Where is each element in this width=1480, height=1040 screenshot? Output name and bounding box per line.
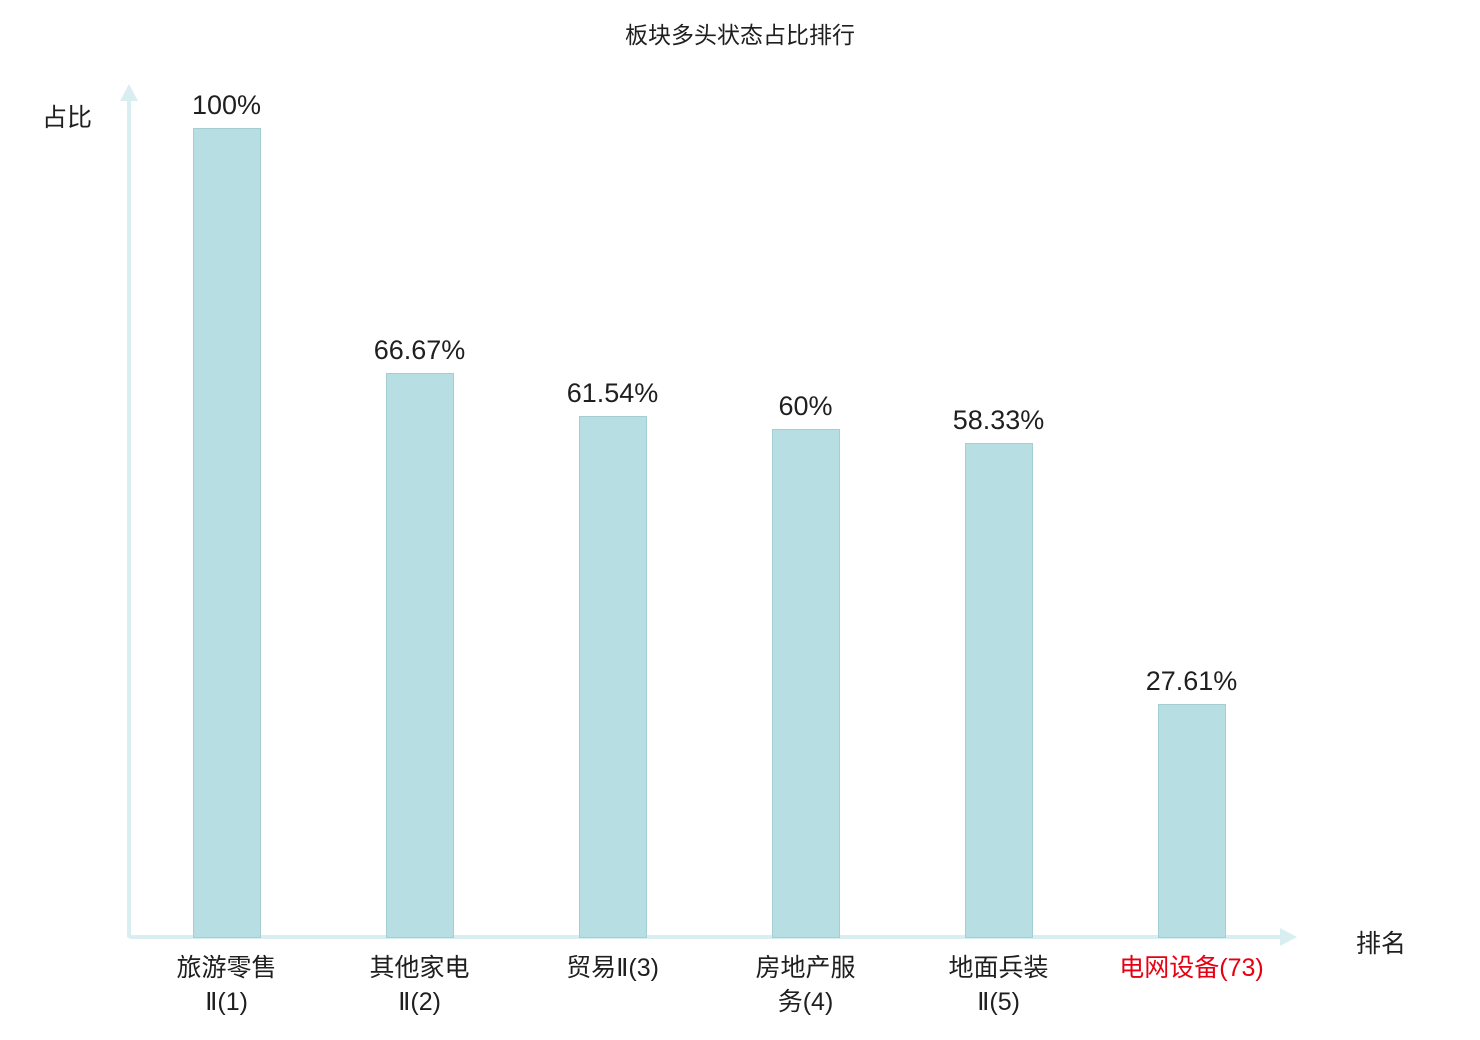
bar	[192, 128, 261, 938]
x-axis-label: 排名	[1356, 930, 1407, 958]
chart-title: 板块多头状态占比排行	[625, 22, 855, 48]
bar-column: 58.33%	[902, 90, 1095, 938]
bar-column: 27.61%	[1095, 90, 1288, 938]
category-label: 贸易Ⅱ(3)	[566, 954, 659, 982]
category-label: 电网设备(73)	[1119, 954, 1264, 982]
bar-column: 66.67%	[323, 90, 516, 938]
bar-column: 60%	[709, 90, 902, 938]
x-axis-arrow-right-icon	[1280, 928, 1297, 946]
y-axis-label: 占比	[42, 104, 93, 132]
y-axis-arrow-up-icon	[120, 84, 138, 101]
bar-value-label: 100%	[191, 90, 262, 120]
bar-value-label: 61.54%	[566, 378, 659, 409]
bar	[1157, 703, 1226, 938]
bar-column: 61.54%	[516, 90, 709, 938]
bars-plot-area: 100% 66.67% 61.54% 60% 58.33% 27.61%	[130, 90, 1288, 938]
category-label: 地面兵装 Ⅱ(5)	[948, 954, 1049, 1016]
bar	[385, 372, 454, 938]
bar-value-label: 60%	[778, 391, 833, 422]
bar	[771, 429, 840, 938]
category-label: 其他家电 Ⅱ(2)	[369, 954, 470, 1016]
category-axis-labels: 旅游零售 Ⅱ(1) 其他家电 Ⅱ(2) 贸易Ⅱ(3) 房地产服 务(4) 地面兵装 Ⅱ(…	[130, 952, 1288, 1020]
bar	[578, 416, 647, 938]
bar	[964, 443, 1033, 938]
y-axis-line	[127, 100, 131, 938]
bar-value-label: 66.67%	[373, 334, 466, 365]
category-label: 房地产服 务(4)	[755, 954, 856, 1016]
bar-value-label: 27.61%	[1145, 665, 1238, 696]
category-label: 旅游零售 Ⅱ(1)	[176, 954, 277, 1016]
bar-column: 100%	[130, 90, 323, 938]
bar-value-label: 58.33%	[952, 405, 1045, 436]
x-axis-line	[129, 935, 1282, 939]
